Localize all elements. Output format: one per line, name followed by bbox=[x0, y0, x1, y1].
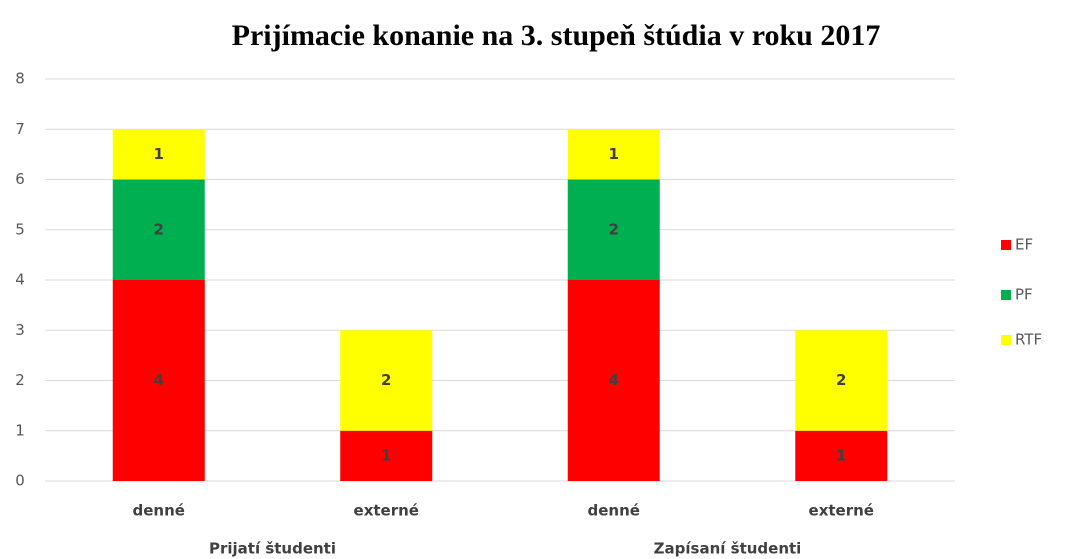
legend-swatch bbox=[1001, 240, 1011, 250]
chart-title: Prijímacie konanie na 3. stupeň štúdia v… bbox=[232, 19, 881, 52]
y-tick-label: 2 bbox=[15, 371, 25, 389]
data-label: 2 bbox=[154, 220, 164, 238]
data-label: 1 bbox=[609, 145, 619, 163]
y-tick-label: 7 bbox=[15, 120, 25, 138]
data-label: 2 bbox=[609, 220, 619, 238]
bar-segment bbox=[567, 129, 660, 180]
legend-label: RTF bbox=[1015, 331, 1042, 349]
data-label: 1 bbox=[381, 446, 391, 464]
data-label: 4 bbox=[154, 371, 164, 389]
legend-label: EF bbox=[1015, 236, 1033, 254]
x-tick-label: externé bbox=[809, 502, 874, 520]
legend-swatch bbox=[1001, 335, 1011, 345]
data-label: 1 bbox=[836, 446, 846, 464]
y-tick-label: 0 bbox=[15, 472, 25, 490]
y-tick-label: 6 bbox=[15, 170, 25, 188]
bar-segment bbox=[112, 280, 205, 481]
data-label: 1 bbox=[154, 145, 164, 163]
bar-segment bbox=[567, 280, 660, 481]
group-label: Prijatí študenti bbox=[209, 540, 336, 558]
bar-segment bbox=[112, 129, 205, 180]
bar-segment bbox=[340, 430, 433, 481]
y-tick-label: 4 bbox=[15, 271, 25, 289]
data-label: 2 bbox=[381, 371, 391, 389]
bar-segment bbox=[112, 179, 205, 280]
y-tick-label: 8 bbox=[15, 70, 25, 88]
group-label: Zapísaní študenti bbox=[654, 540, 802, 558]
bar-segment bbox=[795, 430, 888, 481]
bar-segment bbox=[795, 330, 888, 431]
x-tick-label: denné bbox=[588, 502, 640, 520]
y-tick-label: 5 bbox=[15, 220, 25, 238]
bar-segment bbox=[567, 179, 660, 280]
x-tick-label: denné bbox=[133, 502, 185, 520]
data-label: 2 bbox=[836, 371, 846, 389]
x-tick-label: externé bbox=[354, 502, 419, 520]
legend-swatch bbox=[1001, 290, 1011, 300]
legend-label: PF bbox=[1015, 286, 1033, 304]
y-tick-label: 1 bbox=[15, 421, 25, 439]
y-tick-label: 3 bbox=[15, 321, 25, 339]
bar-segment bbox=[340, 330, 433, 431]
data-label: 4 bbox=[609, 371, 619, 389]
